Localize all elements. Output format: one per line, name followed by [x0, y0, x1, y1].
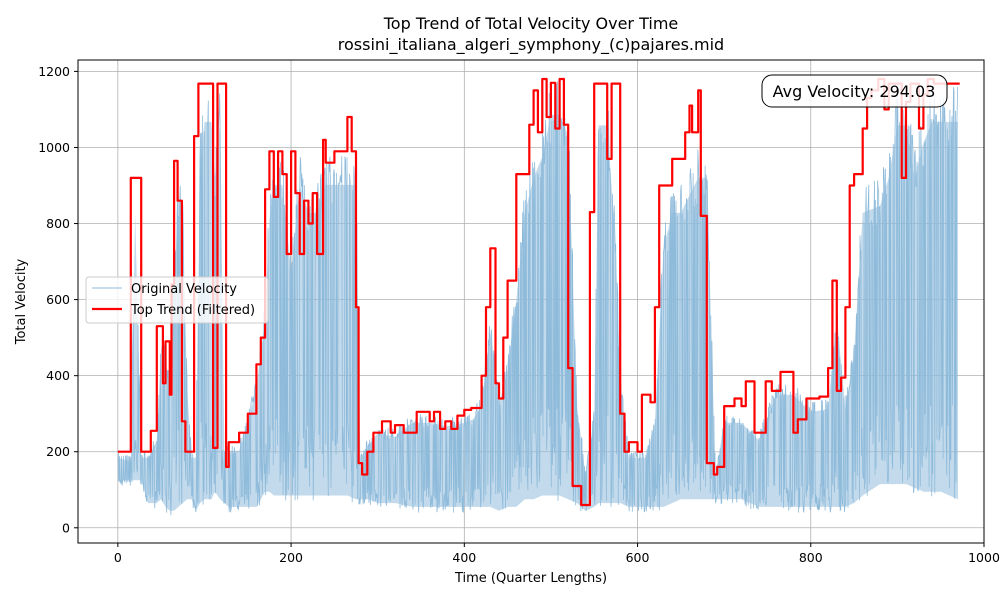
legend: Original Velocity Top Trend (Filtered)	[85, 276, 269, 324]
annotation-text: Avg Velocity: 294.03	[773, 82, 936, 101]
plot-frame	[77, 59, 985, 544]
x-tick-label: 600	[626, 550, 650, 565]
legend-box	[85, 276, 269, 324]
y-tick-label: 600	[46, 292, 70, 307]
legend-label-top-trend: Top Trend (Filtered)	[130, 303, 255, 318]
y-tick-label: 1000	[38, 140, 70, 155]
original-velocity-line	[117, 81, 959, 516]
annotation-box	[761, 74, 948, 108]
series-top-trend	[117, 77, 960, 507]
x-tick-label: 800	[799, 550, 823, 565]
y-tick-label: 1200	[38, 64, 70, 79]
x-axis-ticks: 0 200 400 600 800 1000	[114, 543, 1000, 565]
legend-label-original-velocity: Original Velocity	[131, 282, 237, 297]
x-tick-label: 200	[279, 550, 303, 565]
avg-velocity-annotation: Avg Velocity: 294.03	[761, 74, 948, 108]
y-tick-label: 200	[46, 444, 70, 459]
series-original-velocity	[117, 81, 959, 516]
x-tick-label: 400	[452, 550, 476, 565]
x-tick-label: 0	[114, 550, 122, 565]
y-axis-ticks: 0 200 400 600 800 1000 1200	[38, 64, 78, 535]
x-tick-label: 1000	[968, 550, 1000, 565]
chart-subtitle: rossini_italiana_algeri_symphony_(c)paja…	[338, 35, 724, 55]
x-axis-label: Time (Quarter Lengths)	[454, 571, 607, 586]
y-tick-label: 0	[62, 520, 70, 535]
y-tick-label: 400	[46, 368, 70, 383]
chart-title: Top Trend of Total Velocity Over Time	[383, 14, 679, 33]
top-trend-line	[117, 77, 960, 507]
y-tick-label: 800	[46, 216, 70, 231]
y-axis-label: Total Velocity	[14, 258, 29, 345]
